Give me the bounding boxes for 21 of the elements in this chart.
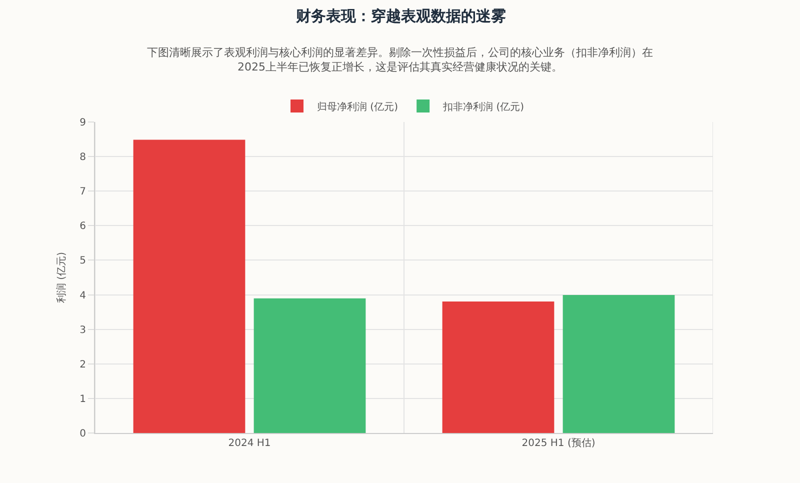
bar: [254, 298, 366, 433]
y-tick-label: 9: [80, 118, 86, 128]
legend-label: 扣非净利润 (亿元): [442, 100, 524, 113]
x-tick-label: 2025 H1 (预估): [522, 438, 596, 449]
y-tick-label: 7: [80, 186, 86, 198]
bar: [562, 294, 675, 433]
x-tick-label: 2024 H1: [228, 438, 271, 449]
legend-label: 归母净利润 (亿元): [317, 100, 398, 113]
y-tick-label: 1: [80, 394, 86, 405]
y-axis-title: 利润 (亿元): [56, 252, 68, 303]
chart-title: 财务表现：穿越表观数据的迷雾: [295, 7, 506, 25]
y-tick-label: 0: [80, 428, 86, 440]
y-tick-label: 5: [80, 256, 86, 267]
bar: [133, 140, 246, 433]
y-tick-label: 3: [80, 324, 86, 336]
y-tick-label: 2: [80, 359, 86, 370]
y-tick-label: 6: [80, 221, 86, 232]
y-tick-label: 4: [80, 290, 86, 302]
y-tick-label: 8: [80, 152, 86, 164]
bar: [442, 302, 554, 433]
chart-subtitle: 下图清晰展示了表观利润与核心利润的显著差异。剔除一次性损益后，公司的核心业务（扣非净利润）在 2025上半年已恢复正增长，这是评估其真实经营健康状况的关键。: [147, 46, 653, 74]
